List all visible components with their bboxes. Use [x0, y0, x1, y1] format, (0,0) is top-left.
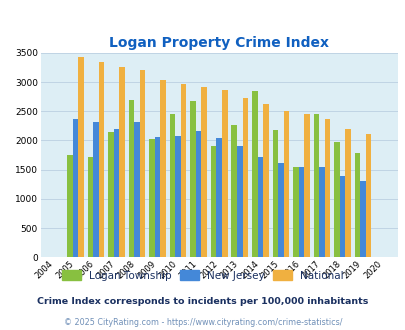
Bar: [119, 67, 125, 257]
Bar: [344, 129, 350, 257]
Bar: [181, 84, 186, 257]
Bar: [257, 157, 262, 257]
Bar: [222, 90, 227, 257]
Bar: [190, 101, 196, 257]
Text: © 2025 CityRating.com - https://www.cityrating.com/crime-statistics/: © 2025 CityRating.com - https://www.city…: [64, 318, 341, 327]
Bar: [67, 155, 72, 257]
Bar: [211, 146, 216, 257]
Bar: [72, 119, 78, 257]
Bar: [149, 139, 154, 257]
Bar: [252, 91, 257, 257]
Bar: [216, 138, 222, 257]
Bar: [292, 167, 298, 257]
Bar: [93, 122, 98, 257]
Bar: [313, 114, 318, 257]
Bar: [359, 181, 365, 257]
Bar: [324, 119, 329, 257]
Bar: [134, 122, 140, 257]
Bar: [365, 134, 371, 257]
Text: Crime Index corresponds to incidents per 100,000 inhabitants: Crime Index corresponds to incidents per…: [37, 297, 368, 307]
Bar: [87, 157, 93, 257]
Bar: [303, 114, 309, 257]
Bar: [201, 87, 207, 257]
Bar: [283, 111, 288, 257]
Bar: [354, 153, 359, 257]
Legend: Logan Township, New Jersey, National: Logan Township, New Jersey, National: [58, 266, 347, 285]
Bar: [318, 167, 324, 257]
Bar: [160, 80, 166, 257]
Bar: [262, 104, 268, 257]
Bar: [339, 176, 344, 257]
Bar: [108, 132, 113, 257]
Bar: [154, 137, 160, 257]
Bar: [169, 114, 175, 257]
Bar: [113, 129, 119, 257]
Title: Logan Property Crime Index: Logan Property Crime Index: [109, 36, 328, 50]
Bar: [140, 70, 145, 257]
Bar: [231, 125, 237, 257]
Bar: [242, 98, 247, 257]
Bar: [98, 62, 104, 257]
Bar: [175, 136, 181, 257]
Bar: [298, 167, 303, 257]
Bar: [272, 130, 277, 257]
Bar: [128, 100, 134, 257]
Bar: [333, 142, 339, 257]
Bar: [78, 57, 83, 257]
Bar: [237, 146, 242, 257]
Bar: [196, 131, 201, 257]
Bar: [277, 163, 283, 257]
